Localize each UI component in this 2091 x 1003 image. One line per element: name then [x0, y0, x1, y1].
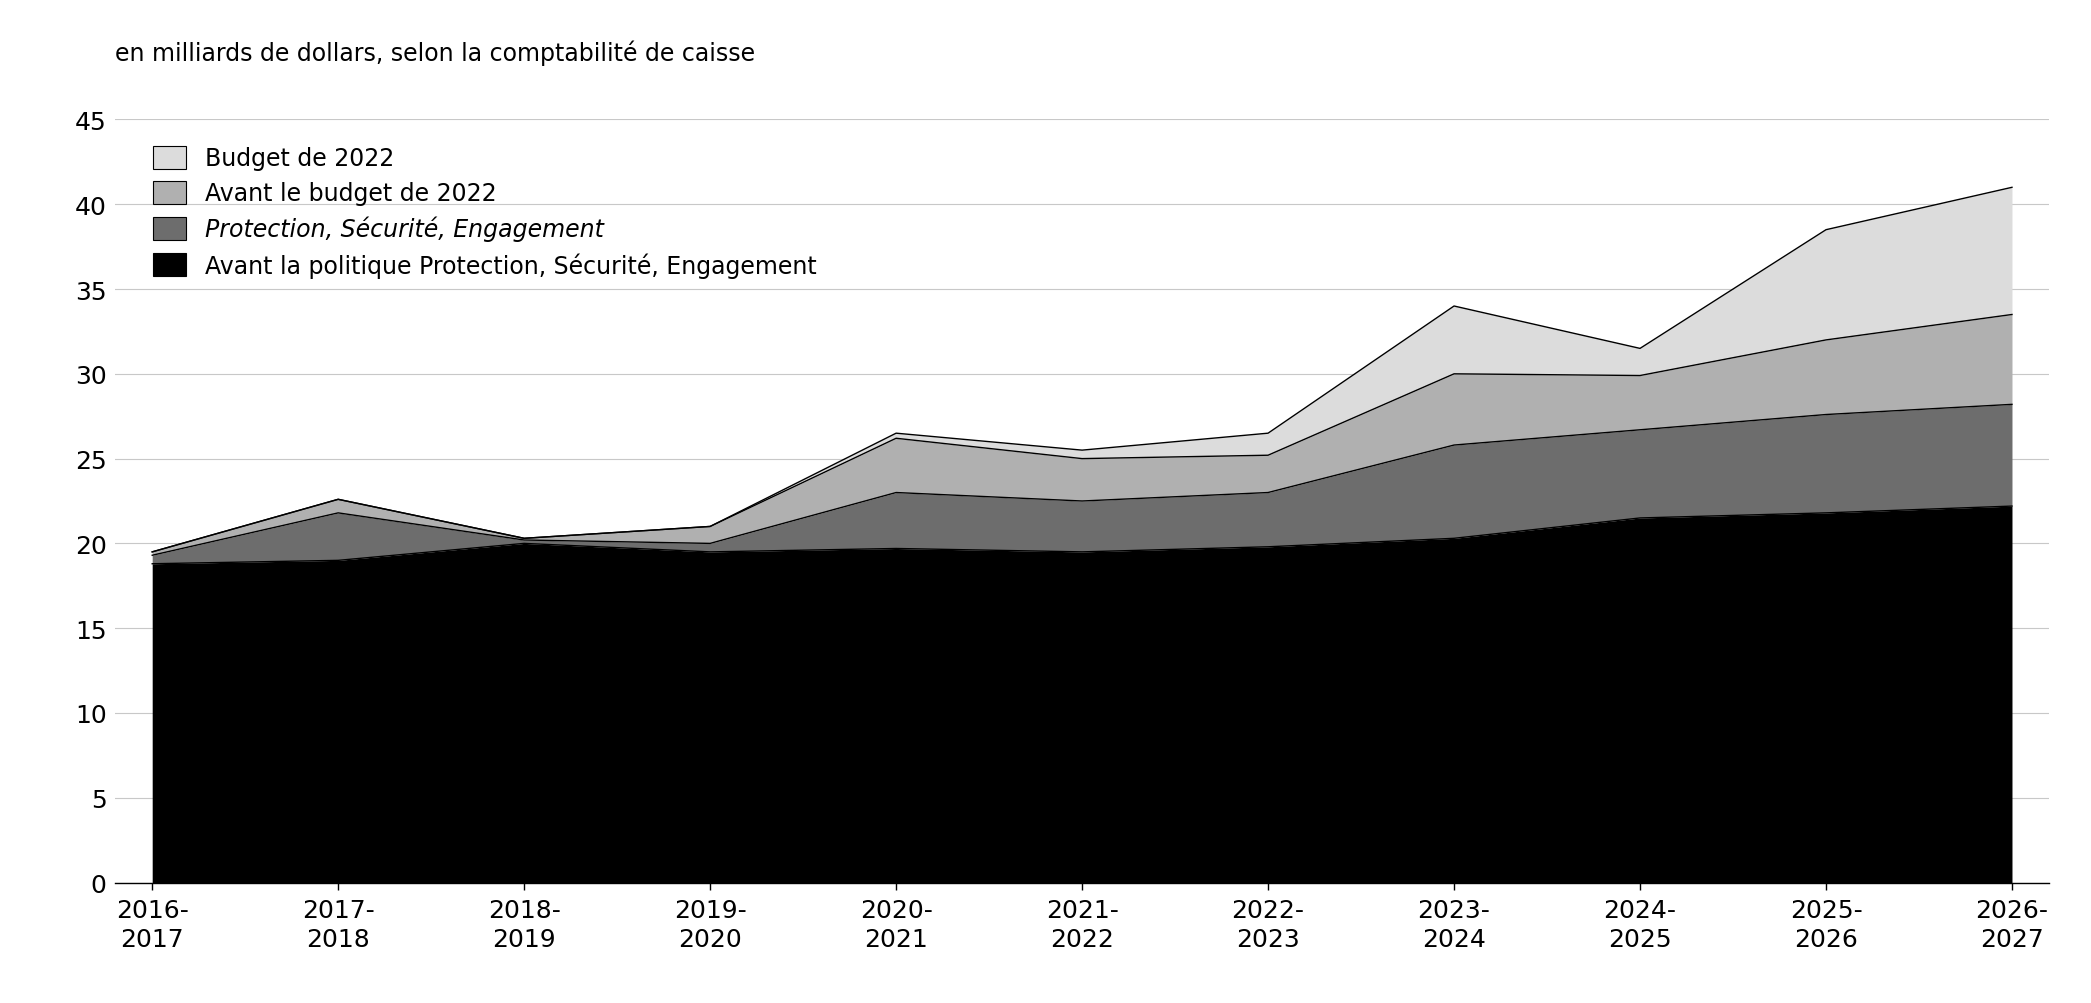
Text: en milliards de dollars, selon la comptabilité de caisse: en milliards de dollars, selon la compta…	[115, 40, 755, 65]
Legend: Budget de 2022, Avant le budget de 2022, Protection, Sécurité, Engagement, Avant: Budget de 2022, Avant le budget de 2022,…	[146, 139, 824, 286]
